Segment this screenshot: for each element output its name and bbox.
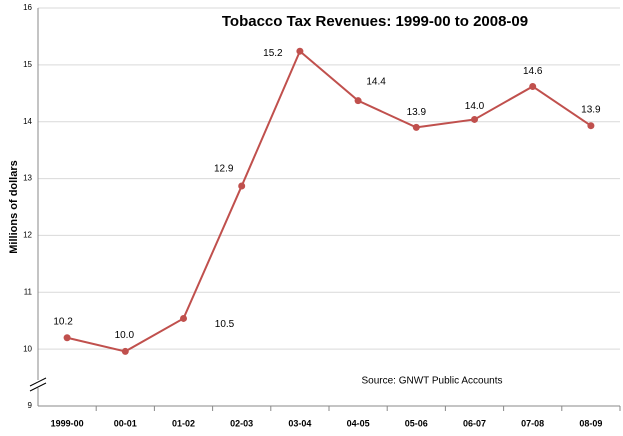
data-label: 10.0 <box>115 330 135 341</box>
y-axis-label: Millions of dollars <box>8 160 20 254</box>
x-tick-label: 00-01 <box>114 418 137 428</box>
point <box>587 122 595 130</box>
data-label: 14.0 <box>465 101 485 112</box>
y-tick-label: 15 <box>23 60 32 69</box>
point <box>238 182 246 190</box>
data-label: 14.4 <box>366 76 386 87</box>
y-tick-label: 14 <box>23 117 32 126</box>
point <box>296 47 304 55</box>
y-tick-label: 10 <box>23 344 32 353</box>
x-tick-label: 02-03 <box>230 418 253 428</box>
line <box>66 49 592 353</box>
x-tick-label: 04-05 <box>347 418 370 428</box>
axis-break-gap <box>30 380 46 388</box>
point <box>529 82 537 90</box>
axis-break <box>29 382 47 392</box>
point <box>471 115 478 123</box>
point <box>412 123 420 131</box>
point <box>354 97 362 105</box>
data-label: 15.2 <box>263 48 283 59</box>
plot: 9 10 11 12 13 14 15 16 1999-00 00-01 01-02 02-03 03-… <box>23 3 621 428</box>
data-label: 12.9 <box>214 164 234 175</box>
y-tick-label: 13 <box>23 174 32 183</box>
data-label: 13.9 <box>581 104 601 115</box>
chart-title: Tobacco Tax Revenues: 1999-00 to 2008-09 <box>222 13 528 30</box>
data-label: 10.5 <box>215 319 235 330</box>
x-tick-label: 1999-00 <box>51 418 84 428</box>
y-tick-label: 9 <box>28 401 33 410</box>
x-tick-label: 07-08 <box>521 418 544 428</box>
x-tick-label: 08-09 <box>579 418 602 428</box>
data-label: 10.2 <box>53 316 73 327</box>
x-tick-label: 01-02 <box>172 418 195 428</box>
data-label: 13.9 <box>407 107 427 118</box>
data-label: 14.6 <box>523 66 543 77</box>
point <box>180 314 187 322</box>
axis-break <box>29 377 47 387</box>
point <box>121 347 129 355</box>
x-tick-label: 03-04 <box>288 418 311 428</box>
y-tick-label: 12 <box>23 231 32 240</box>
point <box>63 334 71 342</box>
y-tick-label: 16 <box>23 3 32 12</box>
annotation: Source: GNWT Public Accounts <box>362 376 503 387</box>
x-tick-label: 06-07 <box>463 418 486 428</box>
y-tick-label: 11 <box>24 287 33 296</box>
x-tick-label: 05-06 <box>405 418 428 428</box>
